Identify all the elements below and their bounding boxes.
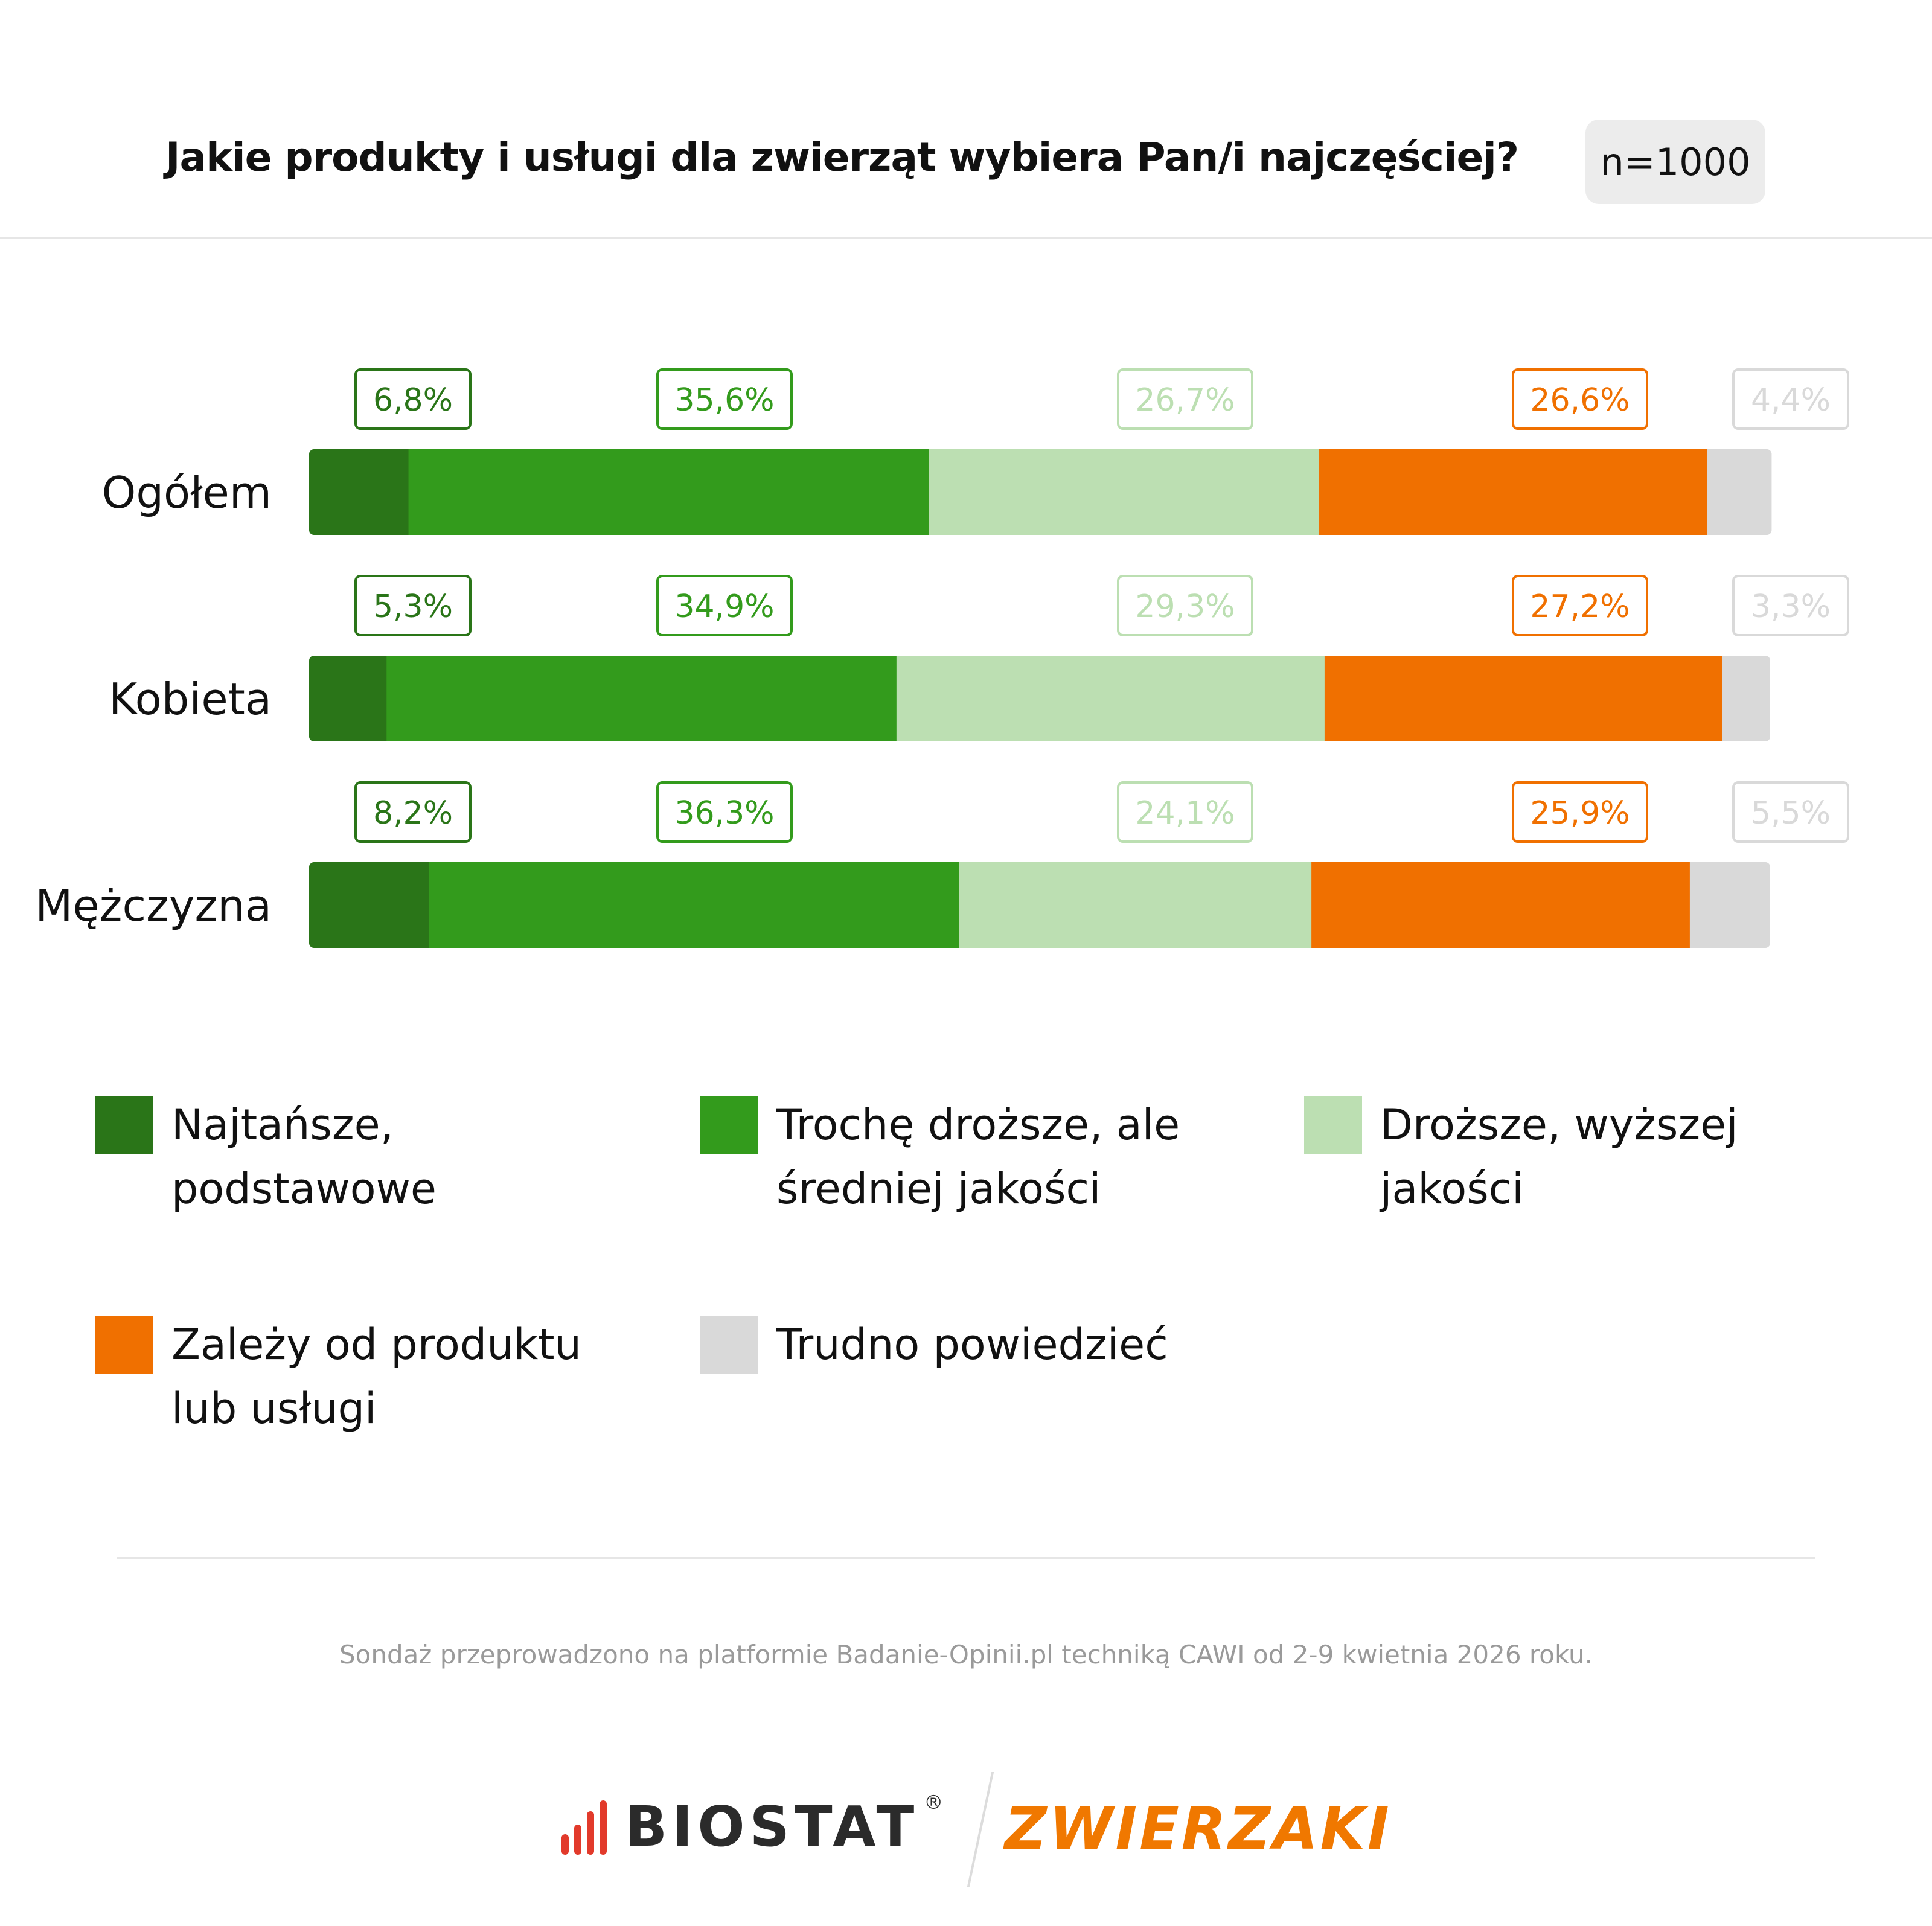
bar-segment [1324, 656, 1722, 741]
legend-swatch [700, 1316, 758, 1374]
header: Jakie produkty i usługi dla zwierząt wyb… [0, 0, 1932, 239]
legend-label: Zależy od produktu lub usługi [171, 1320, 581, 1433]
data-label-box [1117, 781, 1253, 843]
bar-segment [309, 656, 387, 741]
data-label-box [656, 368, 793, 430]
bar-segment [309, 449, 409, 535]
data-label-box [1512, 781, 1648, 843]
stacked-bar-chart: Ogółem 6,8% 35,6% 26,7% 26,6% 4,4% Kobieta 5,3%… [35, 368, 1849, 948]
bar-segment [429, 862, 960, 948]
logo-separator [967, 1772, 994, 1887]
data-label: 5,3% [373, 589, 453, 625]
data-label: 24,1% [1135, 795, 1235, 831]
bar-segment [1707, 449, 1772, 535]
page-title: Jakie produkty i usługi dla zwierząt wyb… [165, 134, 1519, 181]
data-label-box [1512, 575, 1648, 636]
biostat-wordmark: BIOSTAT [625, 1794, 920, 1859]
data-label: 36,3% [674, 795, 774, 831]
data-label: 34,9% [674, 589, 774, 625]
footer-divider [117, 1557, 1815, 1559]
bar-segment [408, 449, 929, 535]
legend-label: Trudno powiedzieć [776, 1320, 1168, 1369]
bar-row-2 [309, 862, 1770, 948]
data-label-box [1117, 575, 1253, 636]
data-label-box [1732, 368, 1849, 430]
legend-item-zalezy: Zależy od produktu lub usługi [95, 1316, 606, 1441]
bar-segment [959, 862, 1312, 948]
data-label: 25,9% [1530, 795, 1630, 831]
category-label: Mężczyzna [35, 880, 272, 931]
bar-row-1 [309, 656, 1770, 741]
data-label-box [1512, 368, 1648, 430]
zwierzaki-logo: ZWIERZAKI [1005, 1795, 1392, 1863]
data-label-box [1732, 781, 1849, 843]
legend-label: Droższe, wyższej jakości [1380, 1100, 1738, 1214]
legend-label: Najtańsze, podstawowe [171, 1100, 437, 1214]
legend-item-najtansze: Najtańsze, podstawowe [95, 1096, 510, 1221]
sample-size-badge: n=1000 [1585, 120, 1765, 204]
legend-swatch [95, 1096, 153, 1154]
data-label: 26,6% [1530, 382, 1630, 418]
data-label-box [354, 368, 472, 430]
category-label: Kobieta [109, 674, 272, 725]
legend-label: Trochę droższe, ale średniej jakości [776, 1100, 1180, 1214]
data-label-box [656, 781, 793, 843]
bar-row-0 [309, 449, 1772, 535]
bar-segment [896, 656, 1325, 741]
bar-segment [1722, 656, 1770, 741]
data-label-box [1117, 368, 1253, 430]
data-label-box [354, 575, 472, 636]
data-label-box [354, 781, 472, 843]
legend-item-troche: Trochę droższe, ale średniej jakości [700, 1096, 1211, 1221]
data-label: 27,2% [1530, 589, 1630, 625]
data-label-box [1732, 575, 1849, 636]
data-label: 26,7% [1135, 382, 1235, 418]
data-label-box [656, 575, 793, 636]
legend-item-drozsze: Droższe, wyższej jakości [1304, 1096, 1742, 1221]
biostat-bars-icon [561, 1797, 607, 1855]
data-label: 5,5% [1751, 795, 1831, 831]
legend-item-trudno: Trudno powiedzieć [700, 1316, 1235, 1377]
bar-segment [386, 656, 897, 741]
bar-segment [309, 862, 429, 948]
bar-segment [929, 449, 1319, 535]
registered-mark: ® [924, 1791, 944, 1814]
data-label: 6,8% [373, 382, 453, 418]
legend-swatch [700, 1096, 758, 1154]
bar-segment [1311, 862, 1690, 948]
data-label: 35,6% [674, 382, 774, 418]
data-label: 4,4% [1751, 382, 1831, 418]
biostat-logo: BIOSTAT ® [561, 1791, 943, 1859]
bar-segment [1319, 449, 1708, 535]
legend-swatch [1304, 1096, 1362, 1154]
data-label: 3,3% [1751, 589, 1831, 625]
survey-footnote: Sondaż przeprowadzono na platformie Bada… [339, 1640, 1593, 1669]
logos: BIOSTAT ® ZWIERZAKI [0, 1769, 1932, 1890]
data-label: 29,3% [1135, 589, 1235, 625]
category-label: Ogółem [102, 467, 272, 518]
bar-segment [1689, 862, 1770, 948]
legend-swatch [95, 1316, 153, 1374]
data-label: 8,2% [373, 795, 453, 831]
